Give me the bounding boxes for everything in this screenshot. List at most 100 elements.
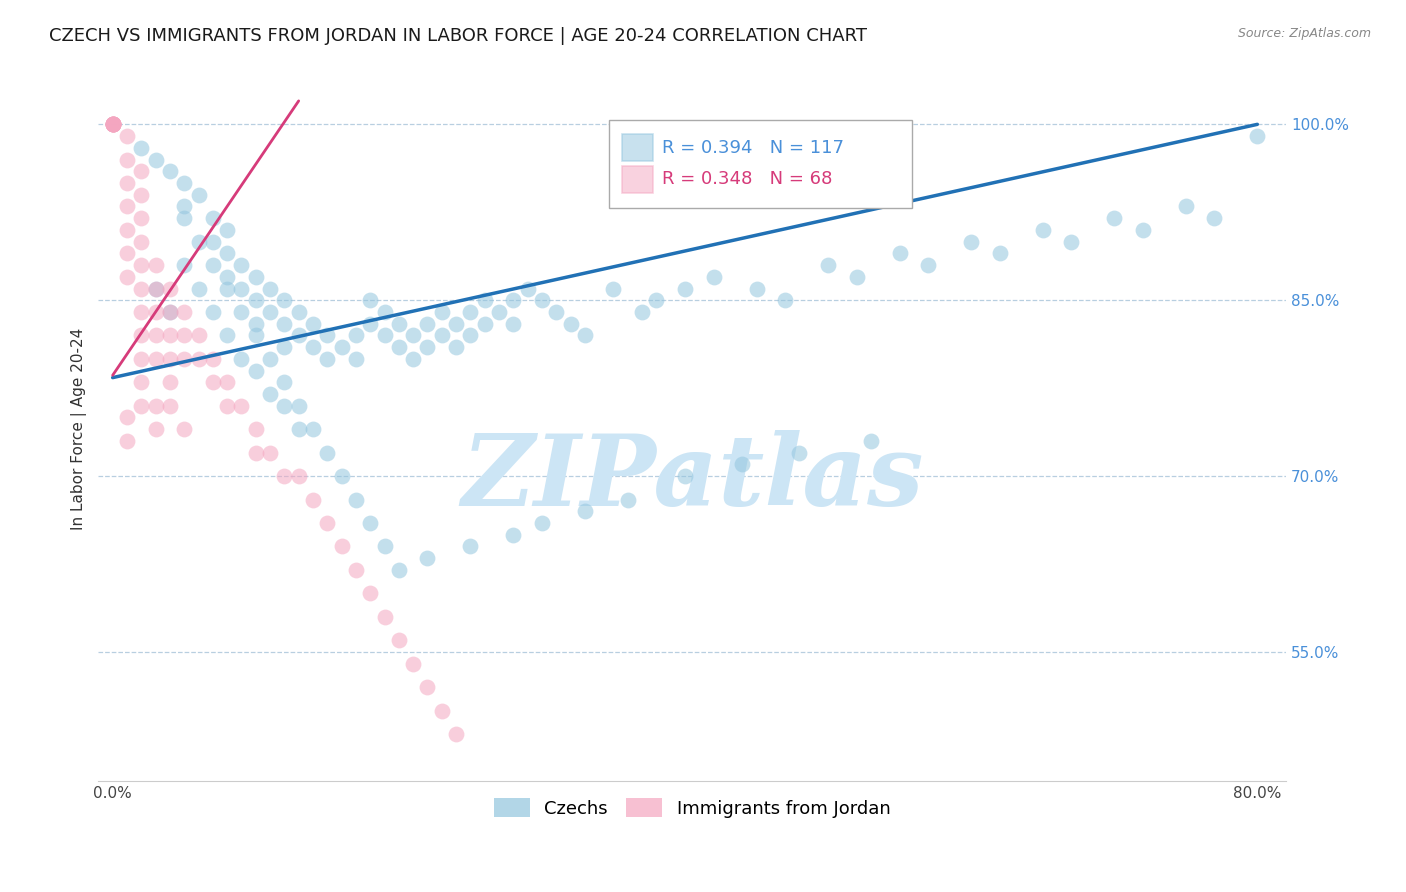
Point: [502, 317, 524, 331]
Point: [516, 281, 538, 295]
Point: [159, 351, 181, 366]
Point: [101, 117, 124, 131]
Point: [129, 187, 152, 202]
Point: [129, 376, 152, 390]
Point: [159, 305, 181, 319]
Point: [145, 305, 167, 319]
Point: [645, 293, 668, 308]
Point: [530, 293, 553, 308]
Point: [259, 387, 281, 401]
Point: [287, 422, 309, 436]
Point: [402, 328, 425, 343]
Point: [145, 281, 167, 295]
Point: [259, 445, 281, 459]
FancyBboxPatch shape: [621, 135, 652, 161]
Point: [359, 586, 381, 600]
Point: [430, 328, 453, 343]
Point: [330, 340, 353, 354]
Point: [460, 328, 482, 343]
Point: [115, 246, 138, 260]
Point: [129, 351, 152, 366]
Point: [129, 328, 152, 343]
Point: [173, 211, 195, 226]
Point: [115, 199, 138, 213]
Point: [217, 328, 239, 343]
Point: [201, 211, 224, 226]
Point: [231, 305, 253, 319]
Point: [159, 281, 181, 295]
Point: [344, 492, 367, 507]
Point: [430, 704, 453, 718]
Point: [259, 281, 281, 295]
Point: [302, 340, 325, 354]
Point: [231, 258, 253, 272]
Point: [273, 399, 295, 413]
Point: [287, 469, 309, 483]
Text: Source: ZipAtlas.com: Source: ZipAtlas.com: [1237, 27, 1371, 40]
Point: [129, 235, 152, 249]
FancyBboxPatch shape: [609, 120, 912, 208]
Point: [145, 422, 167, 436]
Point: [287, 305, 309, 319]
Point: [201, 235, 224, 249]
Point: [988, 246, 1011, 260]
Point: [159, 376, 181, 390]
Point: [302, 492, 325, 507]
Point: [373, 305, 395, 319]
Point: [789, 445, 811, 459]
Point: [201, 351, 224, 366]
Point: [416, 340, 439, 354]
Point: [145, 399, 167, 413]
Point: [129, 164, 152, 178]
Text: R = 0.394   N = 117: R = 0.394 N = 117: [662, 139, 845, 157]
Point: [388, 340, 411, 354]
Point: [530, 516, 553, 530]
Point: [217, 281, 239, 295]
Point: [173, 422, 195, 436]
Point: [115, 176, 138, 190]
Point: [373, 540, 395, 554]
FancyBboxPatch shape: [621, 166, 652, 193]
Point: [330, 469, 353, 483]
Point: [359, 516, 381, 530]
Point: [187, 235, 209, 249]
Point: [273, 317, 295, 331]
Point: [145, 281, 167, 295]
Point: [231, 351, 253, 366]
Point: [745, 281, 768, 295]
Point: [245, 317, 267, 331]
Point: [115, 269, 138, 284]
Point: [359, 317, 381, 331]
Point: [101, 117, 124, 131]
Point: [444, 317, 467, 331]
Point: [1032, 223, 1054, 237]
Point: [316, 351, 339, 366]
Point: [145, 153, 167, 167]
Point: [245, 422, 267, 436]
Point: [115, 223, 138, 237]
Point: [245, 328, 267, 343]
Point: [845, 269, 868, 284]
Point: [359, 293, 381, 308]
Point: [145, 351, 167, 366]
Point: [187, 187, 209, 202]
Point: [159, 399, 181, 413]
Point: [373, 610, 395, 624]
Point: [474, 293, 496, 308]
Point: [145, 328, 167, 343]
Point: [344, 563, 367, 577]
Point: [145, 258, 167, 272]
Point: [115, 434, 138, 448]
Point: [488, 305, 510, 319]
Text: ZIPatlas: ZIPatlas: [461, 430, 924, 526]
Point: [231, 399, 253, 413]
Point: [602, 281, 624, 295]
Point: [388, 317, 411, 331]
Point: [388, 563, 411, 577]
Point: [330, 540, 353, 554]
Point: [574, 328, 596, 343]
Point: [416, 551, 439, 566]
Point: [302, 317, 325, 331]
Point: [673, 469, 696, 483]
Point: [173, 199, 195, 213]
